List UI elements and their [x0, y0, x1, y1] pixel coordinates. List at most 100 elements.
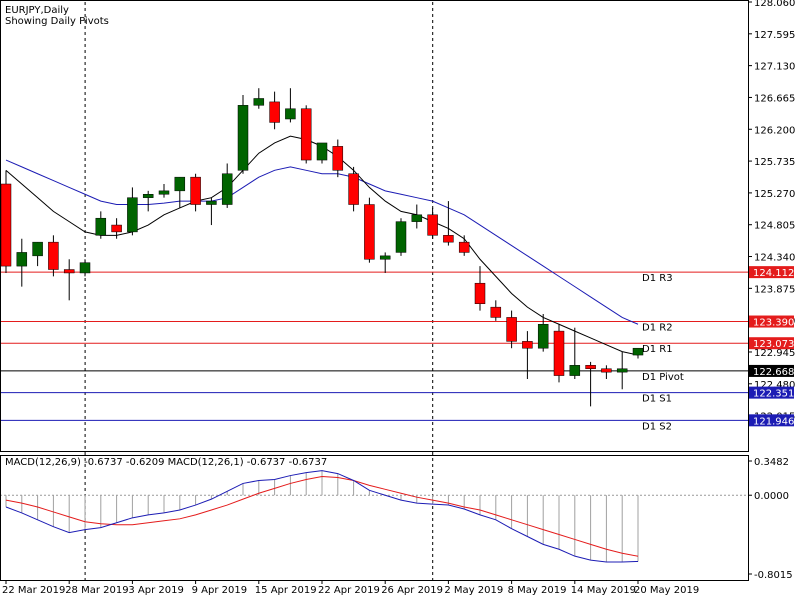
bear-candle-body	[553, 330, 565, 376]
candle-29	[458, 235, 470, 256]
date-tick-label: 28 Mar 2019	[65, 585, 128, 596]
pivot-subtitle: Showing Daily Pivots	[5, 16, 109, 27]
price-tick-label: 122.480	[754, 380, 795, 391]
bull-candle-body	[632, 347, 644, 356]
date-tick-label: 15 Apr 2019	[255, 585, 317, 596]
pivot-label: D1 R1	[642, 344, 673, 355]
bull-candle-body	[395, 221, 407, 253]
bear-candle-body	[585, 365, 596, 369]
bull-candle-body	[158, 190, 170, 195]
bull-candle-body	[206, 200, 217, 205]
date-tick-label: 8 May 2019	[508, 585, 567, 596]
candle-15	[237, 95, 249, 174]
bear-candle-body	[427, 214, 438, 236]
macd-panel[interactable]	[0, 470, 748, 563]
bear-candle-body	[332, 146, 344, 171]
date-tick-label: 3 Apr 2019	[128, 585, 183, 596]
candle-6	[95, 211, 107, 239]
bull-candle-body	[32, 241, 43, 257]
date-tick-label: 20 May 2019	[634, 585, 699, 596]
candle-11	[174, 176, 186, 208]
pivot-price-tag-text: 122.668	[753, 367, 794, 378]
price-panel[interactable]: D1 R3 D1 R2 D1 R1 D1 Pivot D1 S1 D1 S2	[0, 2, 748, 580]
bull-candle-body	[537, 324, 549, 349]
candle-4	[63, 259, 75, 301]
candle-5	[79, 259, 91, 277]
symbol-label: EURJPY,Daily	[5, 5, 69, 16]
pivot-label: D1 S1	[642, 394, 672, 405]
bear-candle-body	[601, 368, 612, 373]
pivot-label: D1 R2	[642, 323, 673, 334]
pivot-price-tag-text: 122.351	[753, 389, 794, 400]
ma-blue-line	[5, 159, 639, 325]
candle-14	[221, 163, 233, 208]
macd-tick-label: 0.0000	[754, 491, 789, 502]
candle-10	[158, 184, 170, 198]
bull-candle-body	[379, 255, 391, 260]
bear-candle-body	[522, 341, 533, 349]
price-tick-label: 124.340	[754, 253, 795, 264]
macd-label: MACD(12,26,9) -0.6737 -0.6209 MACD(12,26…	[5, 457, 327, 468]
pivot-price-tag	[749, 386, 794, 399]
price-tick-label: 122.945	[754, 348, 795, 359]
candle-26	[411, 204, 423, 229]
candle-33	[522, 331, 533, 379]
candle-16	[253, 88, 265, 109]
candle-39	[616, 351, 628, 390]
candle-35	[553, 324, 565, 383]
price-tick-label: 125.270	[754, 189, 795, 200]
candle-7	[111, 218, 122, 239]
pivot-price-tag	[749, 364, 794, 377]
bull-candle-body	[174, 176, 186, 192]
price-tick-label: 127.595	[754, 30, 795, 41]
bear-candle-body	[48, 241, 59, 270]
bear-candle-body	[458, 241, 470, 253]
candle-17	[269, 91, 280, 130]
price-tick-label: 126.665	[754, 93, 795, 104]
pivot-price-tag-text: 124.112	[753, 268, 794, 279]
bear-candle-body	[506, 317, 517, 342]
date-tick-label: 22 Mar 2019	[2, 585, 65, 596]
bull-candle-body	[285, 108, 296, 120]
pivot-price-tag-text: 121.946	[753, 416, 794, 427]
bull-candle-body	[142, 194, 154, 198]
pivot-price-tag-text: 123.073	[753, 339, 794, 350]
macd-frame	[0, 455, 749, 581]
price-tick-label: 128.060	[754, 0, 795, 9]
candle-37	[585, 361, 596, 407]
macd-tick-label: 0.3482	[754, 457, 789, 468]
price-tick-label: 124.805	[754, 221, 795, 232]
bear-candle-body	[111, 224, 122, 233]
date-tick-label: 14 May 2019	[571, 585, 636, 596]
pivot-label: D1 R3	[642, 273, 673, 284]
candle-38	[601, 365, 612, 379]
date-tick-label: 26 Apr 2019	[381, 585, 443, 596]
candle-18	[285, 88, 296, 123]
pivot-price-tag	[749, 266, 794, 279]
macd-main-line	[5, 470, 639, 563]
bear-candle-body	[300, 108, 312, 161]
candle-8	[127, 187, 138, 236]
price-tick-label: 125.735	[754, 157, 795, 168]
bear-candle-body	[364, 204, 375, 260]
candle-13	[206, 197, 217, 226]
bear-candle-body	[443, 235, 454, 243]
bull-candle-body	[569, 365, 581, 376]
candle-9	[142, 190, 154, 212]
bull-candle-body	[16, 252, 28, 267]
candle-22	[348, 166, 359, 212]
pivot-price-tag	[749, 414, 794, 427]
pivot-label: D1 Pivot	[642, 372, 684, 383]
date-tick-label: 2 May 2019	[444, 585, 503, 596]
bear-candle-body	[348, 173, 359, 205]
bull-candle-body	[316, 142, 328, 161]
bear-candle-body	[269, 101, 280, 123]
pivot-label: D1 S2	[642, 421, 672, 432]
bull-candle-body	[127, 197, 138, 233]
candle-21	[332, 139, 344, 178]
bull-candle-body	[411, 214, 423, 222]
bear-candle-body	[474, 282, 486, 304]
candle-32	[506, 310, 517, 349]
candle-20	[316, 142, 328, 164]
